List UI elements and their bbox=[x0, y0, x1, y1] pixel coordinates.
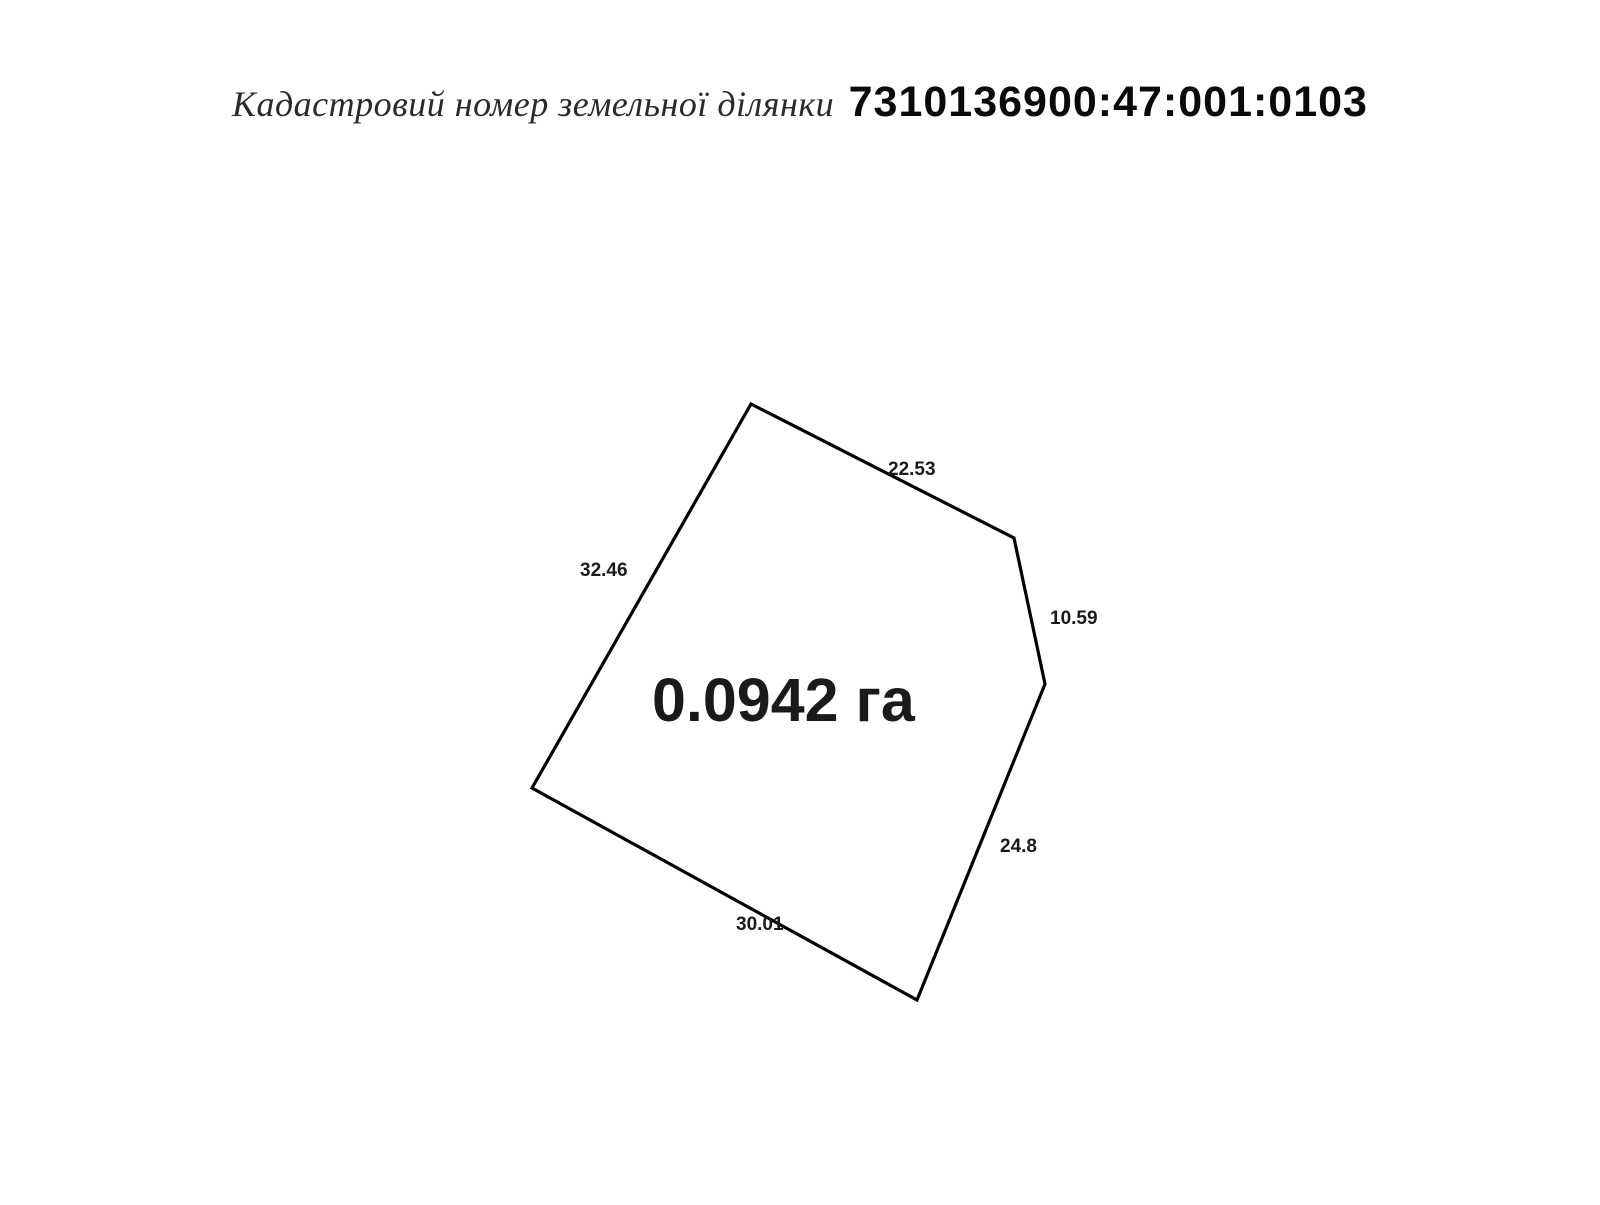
edge-label-2: 24.8 bbox=[1000, 836, 1037, 858]
edge-label-0: 22.53 bbox=[888, 459, 936, 481]
edge-label-3: 30.01 bbox=[736, 914, 784, 936]
area-label: 0.0942 га bbox=[652, 665, 915, 735]
parcel-plot: 0.0942 га 22.53 10.59 24.8 30.01 32.46 bbox=[0, 0, 1600, 1200]
parcel-polygon-svg bbox=[0, 0, 1600, 1200]
edge-label-1: 10.59 bbox=[1050, 608, 1098, 630]
edge-label-4: 32.46 bbox=[580, 560, 628, 582]
